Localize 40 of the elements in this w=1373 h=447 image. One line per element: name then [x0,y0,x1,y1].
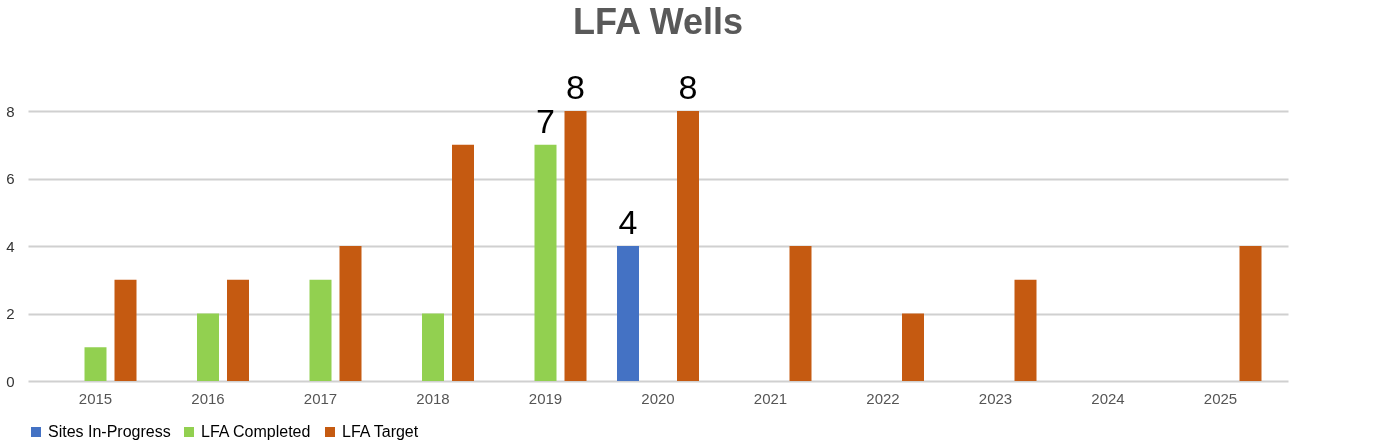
bar [452,144,474,381]
bar [1014,279,1037,381]
x-tick-label: 2015 [78,389,113,407]
bar [227,279,249,381]
x-tick-label: 2019 [528,389,563,407]
bar [339,246,362,381]
bar [84,347,107,381]
chart-title: LFA Wells [572,1,744,42]
y-tick-label: 2 [6,305,15,322]
bar [309,279,332,381]
data-label: 4 [618,203,638,241]
data-label: 7 [536,101,555,140]
y-tick-label: 4 [6,237,15,255]
x-tick-label: 2023 [978,389,1013,407]
x-tick-label: 2018 [416,389,450,407]
bar [422,313,444,381]
bar [197,313,219,381]
x-tick-label: 2024 [1091,389,1125,407]
bar [114,279,137,381]
bar [534,144,557,381]
x-tick-label: 2021 [753,389,788,407]
y-tick-label: 8 [6,102,15,120]
x-tick-label: 2016 [191,389,225,407]
bar [789,246,812,381]
bar [1239,246,1262,381]
legend-label: Sites In-Progress [48,423,171,440]
x-tick-label: 2020 [641,389,675,407]
y-tick-label: 0 [6,372,15,390]
data-label: 8 [678,68,698,106]
y-tick-label: 6 [6,170,15,187]
bar [677,111,699,381]
legend-label: LFA Target [342,423,419,440]
bar [902,313,924,381]
x-tick-label: 2017 [303,389,338,407]
x-tick-label: 2022 [866,389,900,407]
x-tick-label: 2025 [1203,389,1238,407]
legend-label: LFA Completed [201,423,311,440]
bar [564,111,587,381]
data-label: 8 [566,68,585,106]
bar [617,246,639,381]
